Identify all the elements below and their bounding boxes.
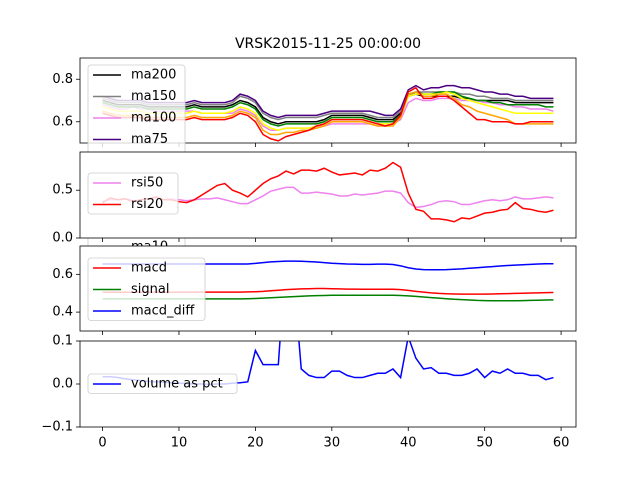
legend-label: signal: [131, 282, 169, 297]
legend-label: ma75: [131, 132, 168, 147]
legend-box: [87, 257, 206, 321]
y-tick-label: 0.6: [52, 114, 73, 129]
legend-label: macd_diff: [131, 304, 195, 319]
x-tick-label: 10: [171, 436, 188, 451]
chart-title: VRSK2015-11-25 00:00:00: [235, 36, 421, 52]
legend-label: volume as pct: [131, 377, 223, 392]
legend-label: macd: [131, 261, 167, 276]
y-tick-label: 0.8: [52, 72, 73, 87]
y-tick-label: −0.1: [41, 420, 73, 435]
legend-label: rsi50: [131, 176, 163, 191]
y-tick-label: 0.0: [52, 231, 73, 246]
legend-label: ma100: [131, 111, 176, 126]
x-tick-label: 30: [324, 436, 341, 451]
x-tick-label: 20: [247, 436, 264, 451]
panel: 0.4 0.6 macd signal macd_diff: [52, 245, 577, 335]
x-tick-label: 60: [553, 436, 570, 451]
legend-label: ma200: [131, 68, 176, 83]
y-tick-label: 0.6: [52, 267, 73, 282]
y-tick-label: 0.0: [52, 377, 73, 392]
legend-label: rsi20: [131, 197, 163, 212]
panel: 0.0 0.5 rsi50 rsi20: [52, 151, 577, 246]
y-tick-label: 0.5: [52, 183, 73, 198]
legend-label: ma150: [131, 89, 176, 104]
axes-frame: [79, 151, 577, 239]
axes-frame: [79, 245, 577, 332]
x-tick-label: 40: [400, 436, 417, 451]
x-tick-label: 50: [476, 436, 493, 451]
legend-box: [87, 373, 238, 394]
axes-frame: [79, 57, 577, 144]
y-tick-label: 0.4: [52, 305, 73, 320]
x-tick-label: 0: [98, 436, 106, 451]
y-tick-label: 0.1: [52, 334, 73, 349]
panel: −0.1 0.0 0.1 0 10 20 30 40 50 60 volume as pct: [41, 334, 577, 451]
